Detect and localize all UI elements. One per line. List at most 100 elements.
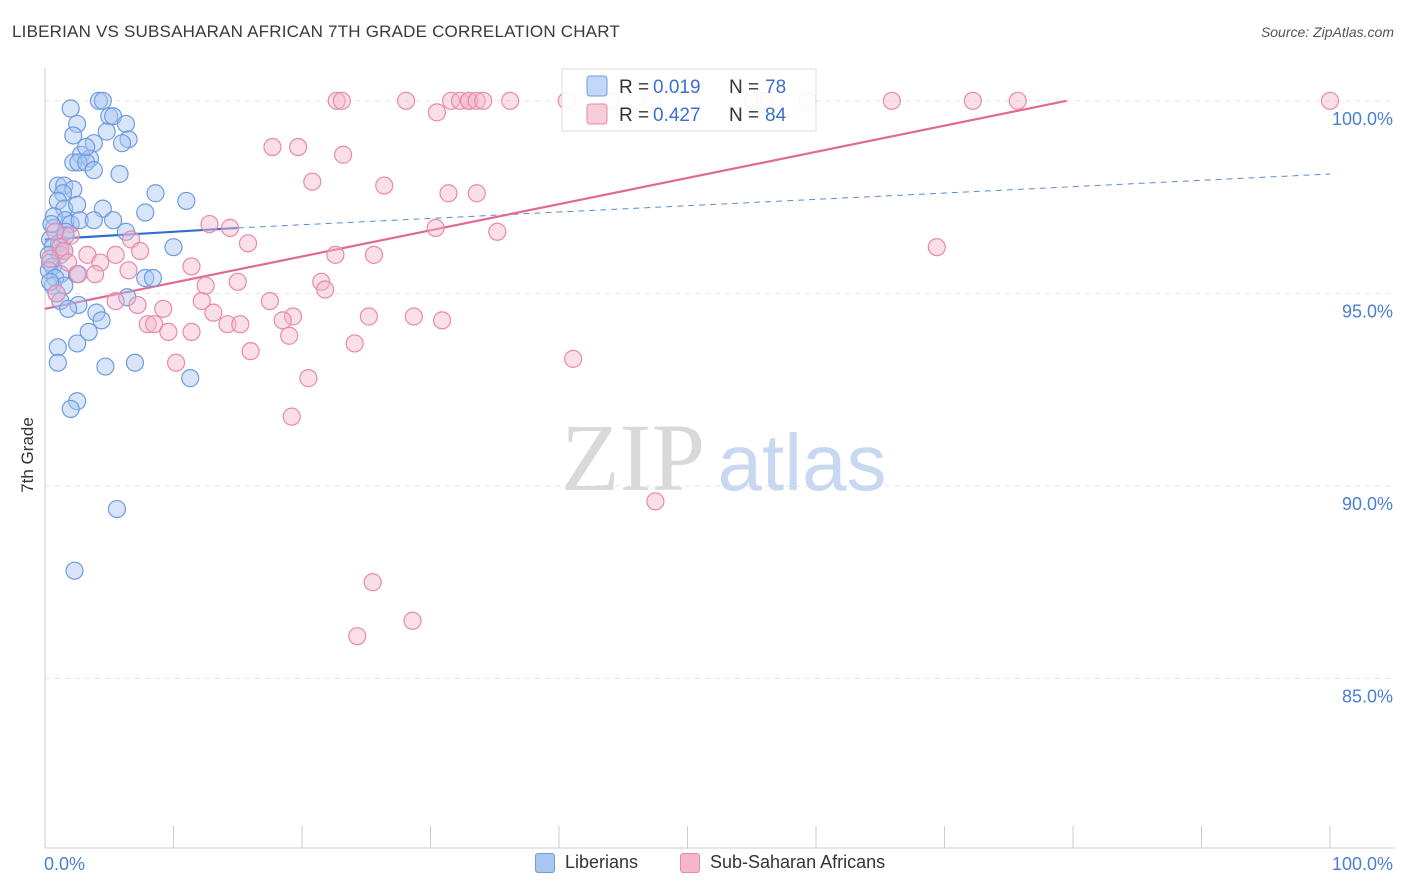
data-point-subsaharan — [501, 91, 520, 110]
data-point-subsaharan — [316, 280, 335, 299]
data-point-subsaharan — [396, 91, 416, 110]
data-point-subsaharan — [182, 257, 201, 276]
data-point-liberian — [64, 126, 83, 145]
data-point-liberian — [77, 153, 96, 172]
data-point-subsaharan — [282, 407, 301, 426]
y-tick-label: 100.0% — [1332, 109, 1393, 129]
data-point-liberian — [69, 295, 88, 315]
data-point-liberian — [181, 369, 200, 388]
data-point-liberian — [64, 153, 83, 172]
data-point-subsaharan — [303, 172, 322, 191]
grid-lines — [45, 100, 1395, 680]
data-point-subsaharan — [59, 253, 78, 272]
data-point-liberian — [41, 272, 60, 291]
data-point-subsaharan — [488, 222, 507, 241]
legend-n-label: N = — [729, 77, 759, 98]
data-point-liberian — [68, 334, 87, 353]
data-point-liberian — [136, 268, 155, 288]
data-point-liberian — [65, 561, 84, 580]
data-point-subsaharan — [86, 265, 105, 284]
data-point-liberian — [79, 322, 98, 342]
axes — [44, 68, 1395, 849]
data-point-subsaharan — [334, 145, 353, 164]
data-point-subsaharan — [260, 291, 279, 311]
data-point-liberian — [61, 399, 80, 419]
data-point-liberian — [77, 137, 96, 157]
data-point-subsaharan — [459, 91, 479, 110]
legend-r-value: 0.019 — [653, 77, 701, 98]
legend-bottom: Liberians Sub-Saharan Africans — [0, 850, 1406, 880]
data-point-subsaharan — [439, 184, 458, 203]
data-point-liberian — [110, 164, 129, 184]
data-point-liberian — [55, 276, 74, 295]
data-point-liberian — [69, 153, 88, 172]
data-point-subsaharan — [646, 492, 665, 511]
data-point-subsaharan — [363, 573, 382, 592]
data-point-subsaharan — [238, 234, 258, 253]
data-point-liberian — [177, 191, 196, 211]
legend-swatch-liberians — [535, 852, 555, 873]
legend-r-value: 0.427 — [653, 105, 701, 126]
data-point-subsaharan — [427, 103, 447, 122]
data-point-subsaharan — [263, 137, 282, 157]
y-tick-label: 95.0% — [1342, 301, 1393, 321]
trend-line-0 — [44, 226, 238, 241]
data-point-liberian — [48, 353, 67, 372]
data-point-subsaharan — [283, 307, 303, 326]
data-point-subsaharan — [345, 334, 364, 353]
legend-n-value: 84 — [765, 105, 787, 126]
data-point-subsaharan — [218, 315, 237, 334]
data-point-subsaharan — [348, 627, 367, 646]
data-point-liberian — [100, 107, 119, 126]
data-point-subsaharan — [1008, 91, 1027, 110]
legend-swatch-1 — [586, 103, 608, 125]
data-point-subsaharan — [220, 218, 240, 238]
data-point-liberian — [92, 311, 111, 330]
watermark-atlas: atlas — [718, 418, 887, 507]
data-point-liberian — [68, 195, 87, 214]
data-point-subsaharan — [46, 222, 65, 241]
data-point-subsaharan — [166, 353, 186, 372]
legend-item-liberians[interactable]: Liberians — [535, 852, 638, 873]
data-point-liberian — [56, 226, 75, 245]
data-point-subsaharan — [61, 226, 80, 245]
data-point-subsaharan — [963, 91, 982, 110]
x-tick-label: 100.0% — [1332, 854, 1393, 874]
data-point-subsaharan — [106, 291, 125, 311]
data-point-subsaharan — [375, 176, 394, 195]
watermark: ZIP atlas — [561, 404, 886, 511]
legend-swatch-0 — [586, 75, 608, 97]
data-point-subsaharan — [69, 265, 88, 284]
data-point-subsaharan — [364, 245, 384, 264]
data-point-subsaharan — [41, 249, 60, 268]
data-point-subsaharan — [280, 326, 299, 345]
data-point-liberian — [89, 91, 109, 110]
data-point-subsaharan — [359, 307, 378, 326]
data-point-subsaharan — [159, 322, 178, 342]
chart-title: LIBERIAN VS SUBSAHARAN AFRICAN 7TH GRADE… — [12, 22, 620, 41]
data-point-subsaharan — [467, 91, 486, 110]
data-point-liberian — [97, 122, 116, 141]
data-point-liberian — [116, 114, 136, 134]
data-point-subsaharan — [145, 315, 164, 334]
y-tick-labels: 100.0% 95.0% 90.0% 85.0% — [1332, 109, 1393, 707]
data-point-subsaharan — [204, 303, 223, 322]
data-point-liberian — [68, 114, 87, 134]
data-point-subsaharan — [128, 295, 147, 315]
data-point-subsaharan — [927, 238, 946, 257]
x-tick-labels: 0.0% 100.0% — [44, 854, 1393, 874]
data-point-liberian — [125, 353, 145, 372]
data-point-liberian — [55, 176, 74, 195]
legend-label-liberians: Liberians — [565, 852, 639, 872]
data-point-subsaharan — [154, 299, 173, 318]
data-point-liberian — [48, 338, 67, 357]
data-point-subsaharan — [299, 369, 318, 388]
data-point-subsaharan — [1320, 91, 1340, 110]
legend-item-subsaharan[interactable]: Sub-Saharan Africans — [680, 852, 885, 873]
data-point-subsaharan — [467, 184, 486, 203]
data-point-liberian — [61, 99, 80, 118]
data-point-liberian — [84, 211, 103, 230]
data-point-subsaharan — [228, 272, 247, 291]
data-point-subsaharan — [474, 91, 493, 110]
